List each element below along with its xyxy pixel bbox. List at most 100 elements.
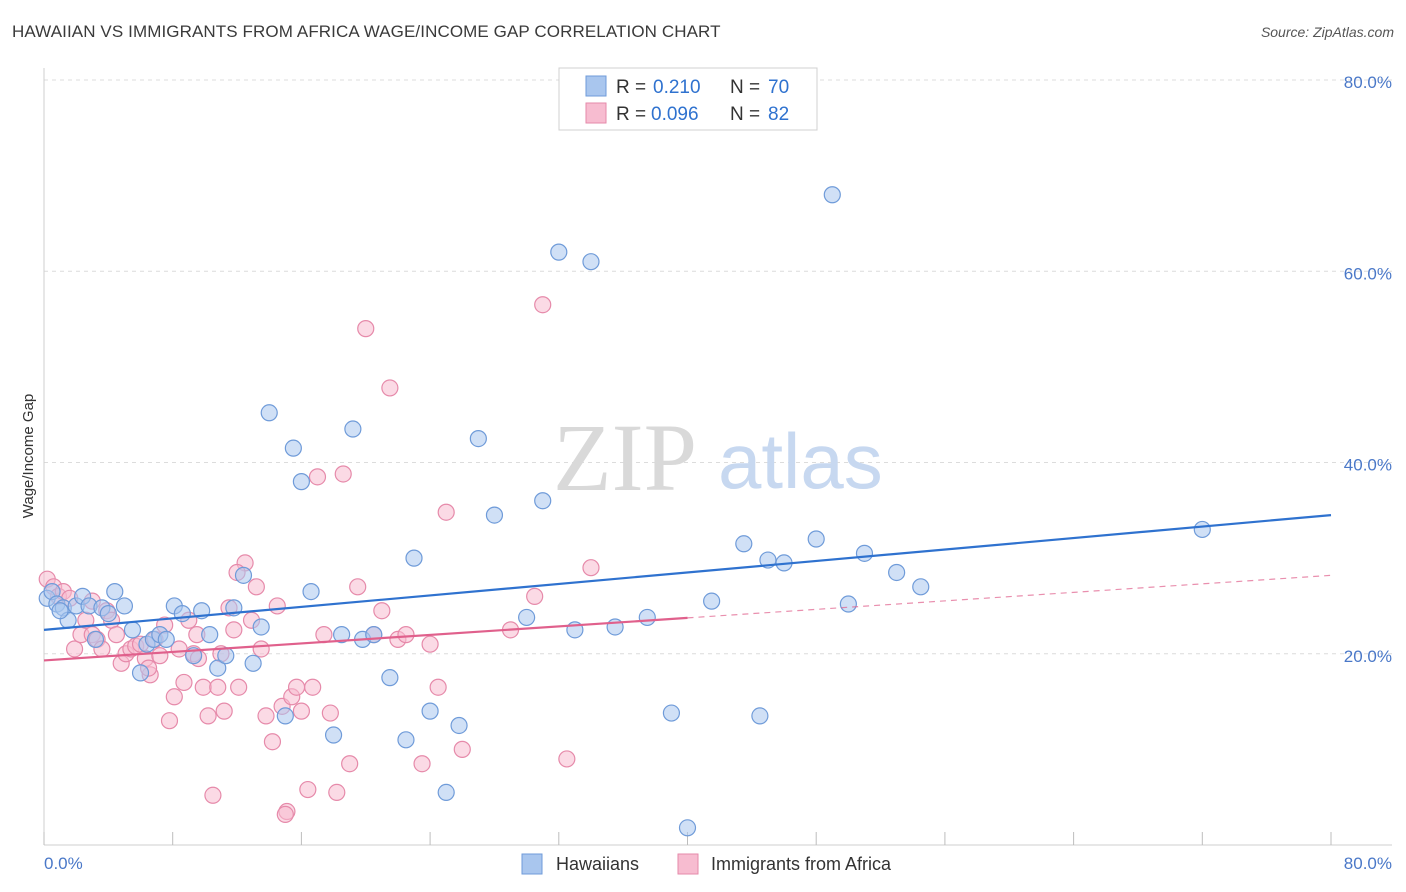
hawaiians-point (855, 544, 874, 562)
x-tick-labels: 0.0% 80.0% (44, 854, 1392, 873)
y-tick-label: 60.0% (1344, 264, 1392, 283)
hawaiians-point (123, 621, 142, 639)
immigrants-point (334, 465, 352, 483)
immigrants-point (204, 786, 222, 804)
immigrants-point (165, 688, 183, 706)
hawaiians-point (638, 608, 656, 627)
hawaiians-point (807, 530, 825, 548)
hawaiians-point (518, 608, 536, 627)
x-tick-label-max: 80.0% (1344, 854, 1392, 873)
hawaiians-point (437, 783, 455, 802)
legend-r-value-1: 0.210 (653, 77, 701, 98)
hawaiians-point (421, 702, 439, 720)
immigrants-point (453, 740, 471, 758)
bottom-legend-swatch-immigrants (677, 853, 699, 875)
immigrants-point (328, 783, 346, 802)
immigrants-point (429, 678, 447, 696)
immigrants-point (194, 678, 212, 696)
hawaiians-point (284, 439, 302, 457)
trend-lines (43, 513, 1332, 662)
hawaiians-point (333, 626, 351, 644)
trendline-immigrants-dashed (687, 574, 1332, 619)
axes (43, 68, 1392, 846)
x-tick-label-min: 0.0% (44, 854, 83, 873)
hawaiians-point (201, 626, 219, 644)
hawaiians-point (260, 404, 278, 422)
hawaiians-point (86, 630, 105, 649)
hawaiians-point (534, 492, 552, 510)
immigrants-point (437, 503, 455, 521)
bottom-legend-label-hawaiians: Hawaiians (556, 854, 639, 874)
bottom-legend-swatch-hawaiians (521, 853, 543, 875)
immigrants-point (160, 712, 179, 730)
hawaiians-point (157, 630, 175, 649)
watermark-atlas: atlas (718, 417, 883, 505)
hawaiians-point (735, 535, 753, 553)
y-axis-label: Wage/Income Gap (20, 394, 37, 519)
immigrants-point (175, 673, 193, 692)
immigrants-point (315, 626, 333, 644)
immigrants-point (276, 805, 294, 824)
hawaiians-point (888, 563, 906, 582)
watermark-zip: ZIP (553, 404, 697, 511)
y-tick-label: 20.0% (1344, 647, 1392, 666)
legend-r-value-2: 0.096 (651, 104, 699, 125)
legend-swatch-immigrants-from-africa (585, 102, 607, 124)
hawaiians-point (173, 604, 191, 623)
immigrants-point (263, 733, 282, 751)
immigrants-point (299, 780, 317, 799)
immigrants-point (225, 621, 243, 639)
grid-lines (44, 79, 1392, 655)
immigrants-point (397, 626, 415, 644)
hawaiians-point (823, 186, 841, 204)
hawaiians-point (678, 819, 697, 837)
chart-title: HAWAIIAN VS IMMIGRANTS FROM AFRICA WAGE/… (12, 22, 721, 41)
immigrants-point (321, 704, 339, 722)
hawaiians-point (405, 549, 423, 567)
immigrants-point (308, 468, 327, 486)
immigrants-point (230, 678, 248, 696)
hawaiians-point (131, 664, 150, 682)
hawaiians-point (209, 659, 227, 677)
legend-n-label-2: N = (730, 104, 760, 125)
hawaiians-point (252, 618, 270, 636)
immigrants-point (341, 755, 359, 773)
hawaiians-point (450, 716, 468, 735)
immigrants-point (526, 587, 544, 605)
hawaiians-point (751, 707, 769, 725)
legend-n-value-1: 70 (768, 77, 789, 98)
stats-legend: R = 0.210 N = 70 R = 0.096 N = 82 (558, 67, 818, 131)
hawaiians-point (244, 654, 262, 672)
y-tick-label: 80.0% (1344, 73, 1392, 92)
hawaiians-point (292, 473, 310, 491)
hawaiians-point (550, 243, 568, 261)
immigrants-point (252, 640, 270, 658)
trendline-immigrants-solid (43, 616, 688, 662)
legend-n-value-2: 82 (768, 104, 789, 125)
immigrants-point (209, 678, 227, 696)
immigrants-point (381, 379, 399, 397)
legend-swatch-hawaiians (585, 75, 607, 97)
legend-r-label-1: R = (616, 77, 646, 98)
hawaiians-point (582, 253, 600, 271)
hawaiians-point (234, 566, 253, 584)
bottom-legend-label-immigrants: Immigrants from Africa (711, 854, 892, 874)
hawaiians-point (51, 602, 69, 620)
immigrants-point (65, 640, 84, 658)
hawaiians-point (469, 429, 487, 448)
immigrants-point (349, 578, 367, 596)
y-tick-label: 40.0% (1344, 456, 1392, 475)
hawaiians-point (703, 592, 721, 610)
hawaiians-point (106, 582, 124, 601)
hawaiians-point (839, 595, 857, 613)
immigrants-point (373, 602, 391, 620)
hawaiians-point (302, 582, 320, 601)
hawaiians-point (344, 420, 362, 438)
hawaiians-point (276, 707, 294, 725)
immigrants-point (257, 707, 275, 725)
immigrants-point (534, 296, 552, 314)
legend-n-label-1: N = (730, 77, 760, 98)
immigrants-point (215, 702, 233, 720)
hawaiians-point (397, 731, 415, 749)
hawaiians-point (217, 647, 235, 665)
